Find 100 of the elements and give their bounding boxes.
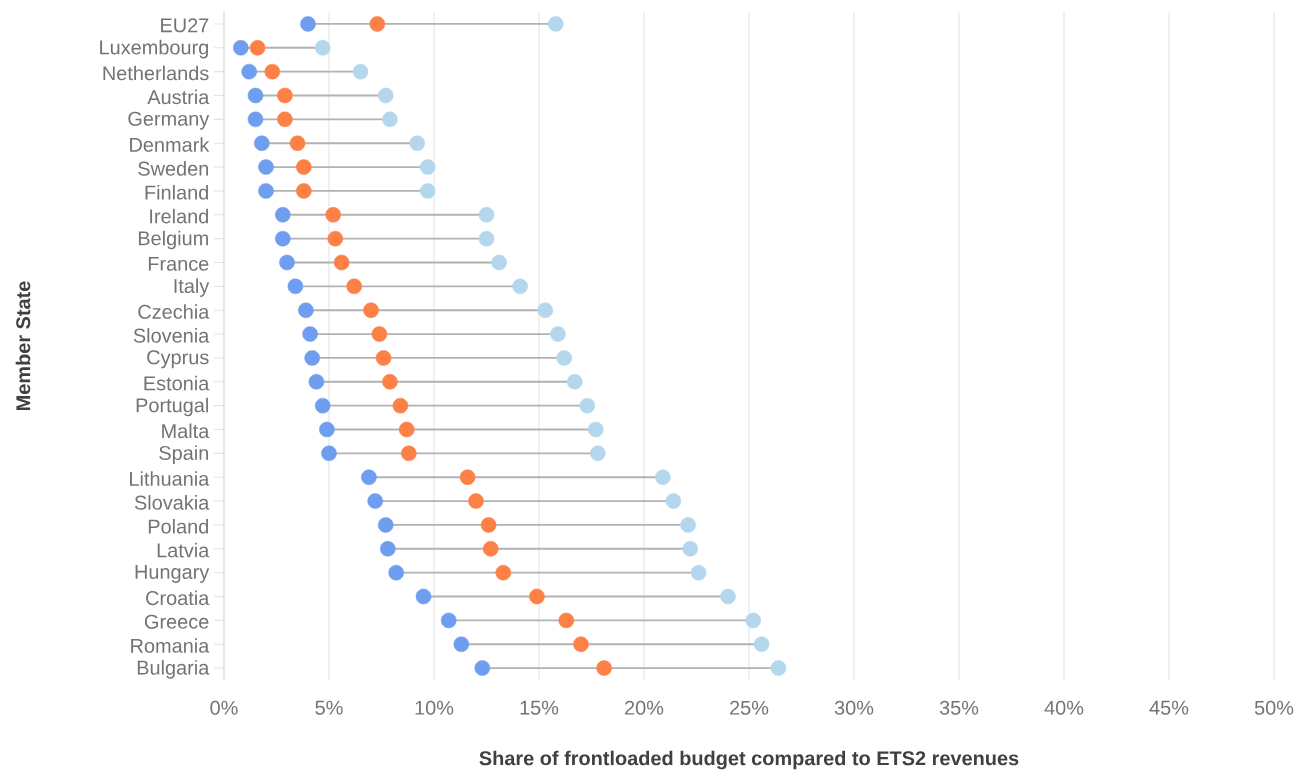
point [579, 397, 596, 414]
point [327, 230, 344, 247]
point [369, 16, 386, 32]
point [480, 517, 497, 533]
x-tick-label: 35% [939, 700, 979, 715]
point [665, 493, 682, 509]
point [247, 111, 264, 128]
point [319, 421, 335, 438]
point [380, 541, 396, 557]
y-tick-label: Latvia [157, 542, 210, 558]
point [346, 278, 362, 295]
point [753, 636, 770, 652]
point [275, 207, 291, 223]
y-tick-label: EU27 [161, 18, 209, 33]
y-tick-label: Luxembourg [100, 39, 208, 59]
point [352, 63, 369, 80]
point [241, 63, 257, 80]
y-tick-label: Czechia [138, 304, 210, 319]
y-tick-label: Italy [174, 278, 210, 297]
point [304, 350, 320, 366]
point [453, 636, 470, 652]
point [258, 183, 274, 199]
point [468, 493, 484, 509]
point [415, 588, 432, 605]
point [558, 612, 575, 629]
point [314, 397, 331, 414]
point [296, 159, 312, 175]
point [690, 564, 707, 581]
point [258, 159, 274, 175]
x-tick-label: 30% [834, 700, 874, 715]
point [361, 469, 377, 485]
point [440, 612, 457, 629]
y-tick-label: Slovenia [133, 328, 210, 343]
point [367, 493, 383, 509]
point [277, 87, 293, 104]
y-tick-label: Malta [162, 423, 210, 439]
y-tick-label: Sweden [138, 161, 208, 176]
point [529, 588, 545, 605]
point [550, 326, 566, 342]
point [655, 469, 671, 485]
point [478, 230, 495, 247]
y-tick-label: Finland [145, 184, 208, 200]
y-axis-title: Member State [15, 281, 31, 410]
point [537, 302, 554, 318]
point [398, 421, 415, 438]
x-tick-label: 50% [1254, 700, 1294, 715]
y-tick-label: Spain [159, 445, 209, 464]
point [308, 374, 325, 390]
point [573, 636, 589, 652]
point [363, 302, 379, 318]
point [419, 159, 436, 175]
point [491, 254, 507, 271]
point [279, 254, 295, 271]
point [566, 374, 583, 390]
y-tick-label: Austria [147, 89, 210, 105]
point [247, 87, 264, 104]
point [275, 230, 291, 247]
point [512, 278, 528, 295]
point [682, 541, 698, 557]
y-tick-label: France [148, 256, 209, 271]
point [254, 135, 270, 151]
point [556, 350, 572, 366]
y-tick-label: Ireland [150, 208, 209, 224]
y-tick-label: Greece [144, 614, 209, 629]
point [264, 63, 281, 80]
point [388, 564, 404, 581]
y-tick-label: Portugal [136, 397, 208, 417]
x-tick-label: 25% [730, 700, 769, 715]
point [298, 302, 314, 318]
point [482, 541, 499, 557]
point [321, 445, 337, 462]
point [392, 397, 409, 414]
x-tick-label: 5% [315, 700, 343, 715]
y-tick-label: Croatia [146, 590, 210, 606]
x-tick-label: 20% [625, 700, 664, 715]
point [401, 445, 417, 462]
y-tick-label: Hungary [135, 565, 210, 583]
x-tick-label: 40% [1044, 700, 1084, 715]
point [680, 517, 696, 533]
point [377, 517, 394, 533]
point [249, 40, 266, 56]
point [474, 660, 491, 676]
point [409, 135, 425, 151]
point [720, 588, 736, 605]
point [745, 612, 761, 629]
point [419, 183, 436, 199]
x-tick-label: 0% [210, 700, 238, 715]
y-tick-label: Estonia [144, 375, 210, 391]
y-tick-label: Bulgaria [137, 660, 210, 679]
x-tick-label: 45% [1149, 700, 1189, 715]
point [300, 16, 316, 32]
y-tick-label: Netherlands [103, 65, 209, 81]
point [495, 564, 512, 581]
point [277, 111, 293, 128]
y-tick-label: Cyprus [147, 350, 209, 369]
point [548, 16, 564, 32]
point [314, 40, 331, 56]
point [371, 326, 388, 342]
point [375, 350, 392, 366]
point [478, 207, 495, 223]
